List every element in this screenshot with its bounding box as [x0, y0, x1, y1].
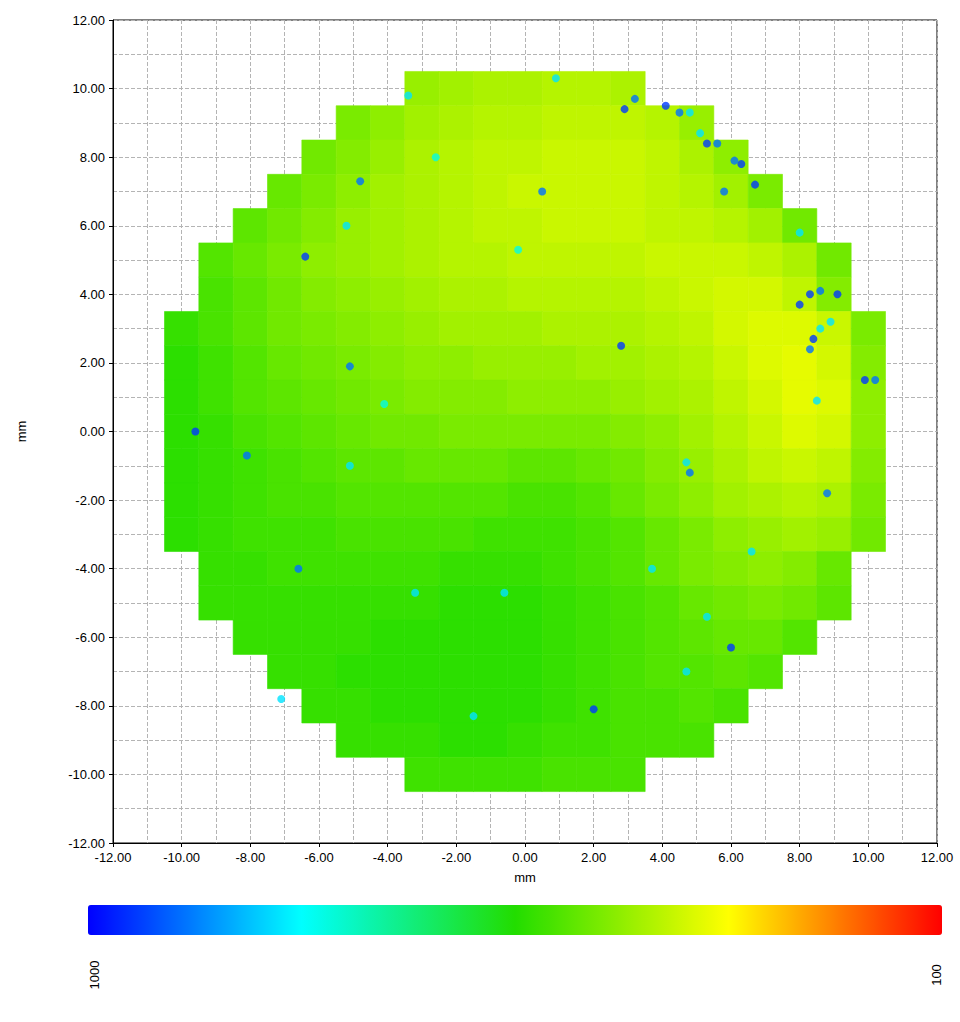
svg-text:12.00: 12.00: [72, 13, 105, 28]
svg-text:0.00: 0.00: [80, 424, 105, 439]
svg-text:0.00: 0.00: [512, 850, 537, 865]
svg-text:100: 100: [929, 964, 944, 986]
svg-text:10.00: 10.00: [72, 81, 105, 96]
svg-text:-8.00: -8.00: [75, 698, 105, 713]
svg-text:6.00: 6.00: [80, 218, 105, 233]
svg-text:-6.00: -6.00: [75, 630, 105, 645]
svg-text:-10.00: -10.00: [68, 767, 105, 782]
svg-text:6.00: 6.00: [718, 850, 743, 865]
svg-text:-2.00: -2.00: [75, 493, 105, 508]
svg-text:-2.00: -2.00: [442, 850, 472, 865]
svg-text:1000: 1000: [87, 961, 102, 990]
svg-text:2.00: 2.00: [80, 355, 105, 370]
svg-text:10.00: 10.00: [852, 850, 885, 865]
svg-text:4.00: 4.00: [80, 287, 105, 302]
svg-text:-4.00: -4.00: [75, 561, 105, 576]
svg-text:-6.00: -6.00: [304, 850, 334, 865]
svg-text:12.00: 12.00: [921, 850, 954, 865]
svg-text:4.00: 4.00: [650, 850, 675, 865]
svg-text:8.00: 8.00: [787, 850, 812, 865]
svg-text:-4.00: -4.00: [373, 850, 403, 865]
svg-text:-10.00: -10.00: [163, 850, 200, 865]
svg-text:2.00: 2.00: [581, 850, 606, 865]
svg-text:-8.00: -8.00: [236, 850, 266, 865]
svg-text:mm: mm: [14, 421, 29, 443]
svg-text:-12.00: -12.00: [68, 836, 105, 851]
svg-text:8.00: 8.00: [80, 150, 105, 165]
svg-text:mm: mm: [514, 870, 536, 885]
svg-text:-12.00: -12.00: [95, 850, 132, 865]
